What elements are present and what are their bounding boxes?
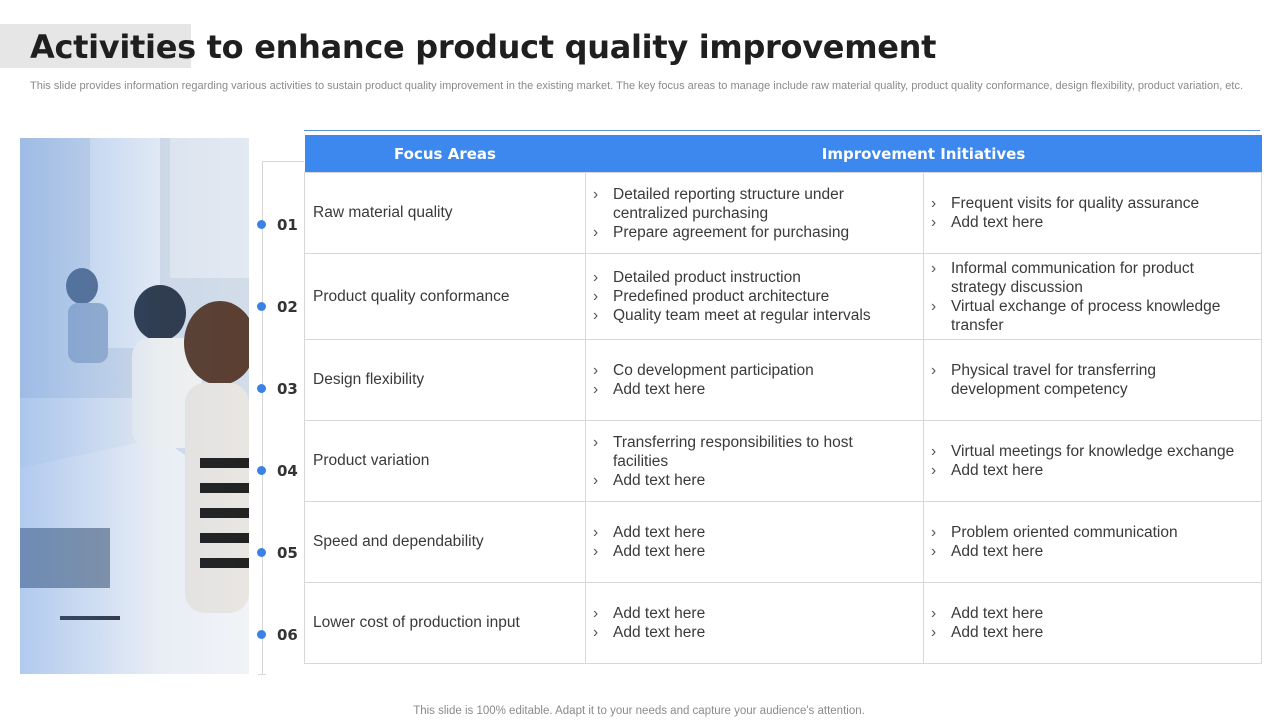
- step-number: 04: [277, 462, 298, 480]
- step-number: 05: [277, 544, 298, 562]
- chevron-right-icon: ›: [931, 297, 937, 315]
- table-top-rule: [304, 130, 1260, 131]
- timeline-end-tick: [258, 674, 266, 675]
- chevron-right-icon: ›: [931, 259, 937, 277]
- timeline-dot: [257, 466, 266, 475]
- chevron-right-icon: ›: [931, 605, 937, 622]
- table-row: Product quality conformance › Detailed pr…: [304, 253, 1263, 340]
- chevron-right-icon: ›: [931, 624, 937, 641]
- office-team-photo: [20, 138, 249, 674]
- chevron-right-icon: ›: [593, 307, 599, 324]
- focus-area-cell: Speed and dependability: [304, 501, 586, 583]
- timeline-dot: [257, 384, 266, 393]
- title-accent-bar: [0, 24, 191, 68]
- initiatives-cell: › Detailed product instruction › Predefine…: [585, 253, 924, 340]
- initiative-item: › Informal communication for product stra…: [931, 259, 1194, 296]
- initiative-item: › Add text here: [593, 381, 706, 398]
- timeline-dot: [257, 220, 266, 229]
- chevron-right-icon: ›: [931, 362, 937, 379]
- initiatives-cell: › Frequent visits for quality assurance ›…: [922, 172, 1263, 254]
- chevron-right-icon: ›: [931, 214, 937, 231]
- focus-area-cell: Lower cost of production input: [304, 582, 586, 664]
- initiative-item: › Predefined product architecture: [593, 288, 830, 305]
- timeline-line: [262, 161, 263, 674]
- initiatives-cell: › Transferring responsibilities to host f…: [585, 420, 924, 502]
- chevron-right-icon: ›: [593, 471, 599, 489]
- footer-note: This slide is 100% editable. Adapt it to…: [413, 705, 865, 717]
- initiative-item: › Add text here: [593, 543, 706, 560]
- initiative-item: › Detailed product instruction: [593, 269, 801, 286]
- initiative-item: › Physical travel for transferring develo…: [931, 362, 1157, 398]
- initiative-item: › Add text here: [931, 214, 1044, 231]
- initiative-item: › Frequent visits for quality assurance: [931, 195, 1200, 212]
- initiative-item: › Co development participation: [593, 362, 814, 379]
- focus-area-cell: Design flexibility: [304, 339, 586, 421]
- chevron-right-icon: ›: [593, 624, 599, 641]
- step-number: 02: [277, 298, 298, 316]
- initiative-item: › Add text here: [931, 624, 1044, 641]
- chevron-right-icon: ›: [931, 524, 937, 541]
- timeline-dot: [257, 630, 266, 639]
- initiatives-cell: › Informal communication for product stra…: [922, 253, 1263, 340]
- initiative-item: › Transferring responsibilities to host f…: [593, 433, 853, 470]
- initiative-item: › Add text here: [931, 605, 1044, 622]
- timeline-dot: [257, 302, 266, 311]
- table-row: Raw material quality › Detailed reporting…: [304, 172, 1263, 254]
- table-row: Lower cost of production input › Add text…: [304, 582, 1263, 664]
- timeline-dot: [257, 548, 266, 557]
- initiative-item: › Add text here: [593, 624, 706, 641]
- table-row: Product variation › Transferring responsi…: [304, 420, 1263, 502]
- initiative-item: › Virtual exchange of process knowledge t…: [931, 297, 1221, 334]
- table-row: Speed and dependability › Add text here ›…: [304, 501, 1263, 583]
- page-subtitle: This slide provides information regardin…: [30, 80, 1244, 92]
- chevron-right-icon: ›: [593, 381, 599, 398]
- step-number: 06: [277, 626, 298, 644]
- step-number: 01: [277, 216, 298, 234]
- focus-area-cell: Product variation: [304, 420, 586, 502]
- header-improvement-initiatives: Improvement Initiatives: [585, 135, 1262, 173]
- initiatives-table: Focus Areas Improvement Initiatives Raw …: [304, 135, 1263, 664]
- chevron-right-icon: ›: [593, 269, 599, 286]
- chevron-right-icon: ›: [593, 362, 599, 379]
- chevron-right-icon: ›: [593, 543, 599, 560]
- focus-area-cell: Raw material quality: [304, 172, 586, 254]
- chevron-right-icon: ›: [593, 223, 599, 241]
- initiatives-cell: › Detailed reporting structure under cent…: [585, 172, 924, 254]
- initiatives-cell: › Physical travel for transferring develo…: [922, 339, 1263, 421]
- initiative-item: › Problem oriented communication: [931, 524, 1178, 541]
- chevron-right-icon: ›: [593, 433, 599, 451]
- initiative-item: › Add text here: [593, 605, 706, 622]
- initiative-item: › Add text here: [931, 543, 1044, 560]
- table-header-row: Focus Areas Improvement Initiatives: [304, 135, 1262, 173]
- chevron-right-icon: ›: [931, 195, 937, 212]
- focus-area-cell: Product quality conformance: [304, 253, 586, 340]
- table-row: Design flexibility › Co development parti…: [304, 339, 1263, 421]
- initiative-item: › Virtual meetings for knowledge exchange: [931, 443, 1235, 460]
- header-focus-areas: Focus Areas: [304, 135, 586, 173]
- initiative-item: › Quality team meet at regular intervals: [593, 307, 871, 324]
- initiatives-cell: › Add text here › Add text here: [585, 582, 924, 664]
- initiatives-cell: › Add text here › Add text here: [922, 582, 1263, 664]
- page-title: Activities to enhance product quality im…: [30, 28, 937, 66]
- initiative-item: › Add text here: [931, 462, 1044, 479]
- photo-illustration: [20, 138, 249, 674]
- initiative-item: › Add text here: [593, 471, 706, 489]
- chevron-right-icon: ›: [931, 462, 937, 479]
- initiatives-cell: › Co development participation › Add text …: [585, 339, 924, 421]
- initiatives-cell: › Virtual meetings for knowledge exchange…: [922, 420, 1263, 502]
- initiatives-cell: › Add text here › Add text here: [585, 501, 924, 583]
- initiative-item: › Add text here: [593, 524, 706, 541]
- chevron-right-icon: ›: [593, 524, 599, 541]
- initiative-item: › Prepare agreement for purchasing: [593, 223, 850, 241]
- initiatives-cell: › Problem oriented communication › Add tex…: [922, 501, 1263, 583]
- chevron-right-icon: ›: [593, 605, 599, 622]
- timeline-connector: [262, 161, 304, 162]
- chevron-right-icon: ›: [593, 185, 599, 203]
- chevron-right-icon: ›: [931, 443, 937, 460]
- initiative-item: › Detailed reporting structure under cent…: [593, 185, 844, 222]
- step-number: 03: [277, 380, 298, 398]
- chevron-right-icon: ›: [931, 543, 937, 560]
- chevron-right-icon: ›: [593, 288, 599, 305]
